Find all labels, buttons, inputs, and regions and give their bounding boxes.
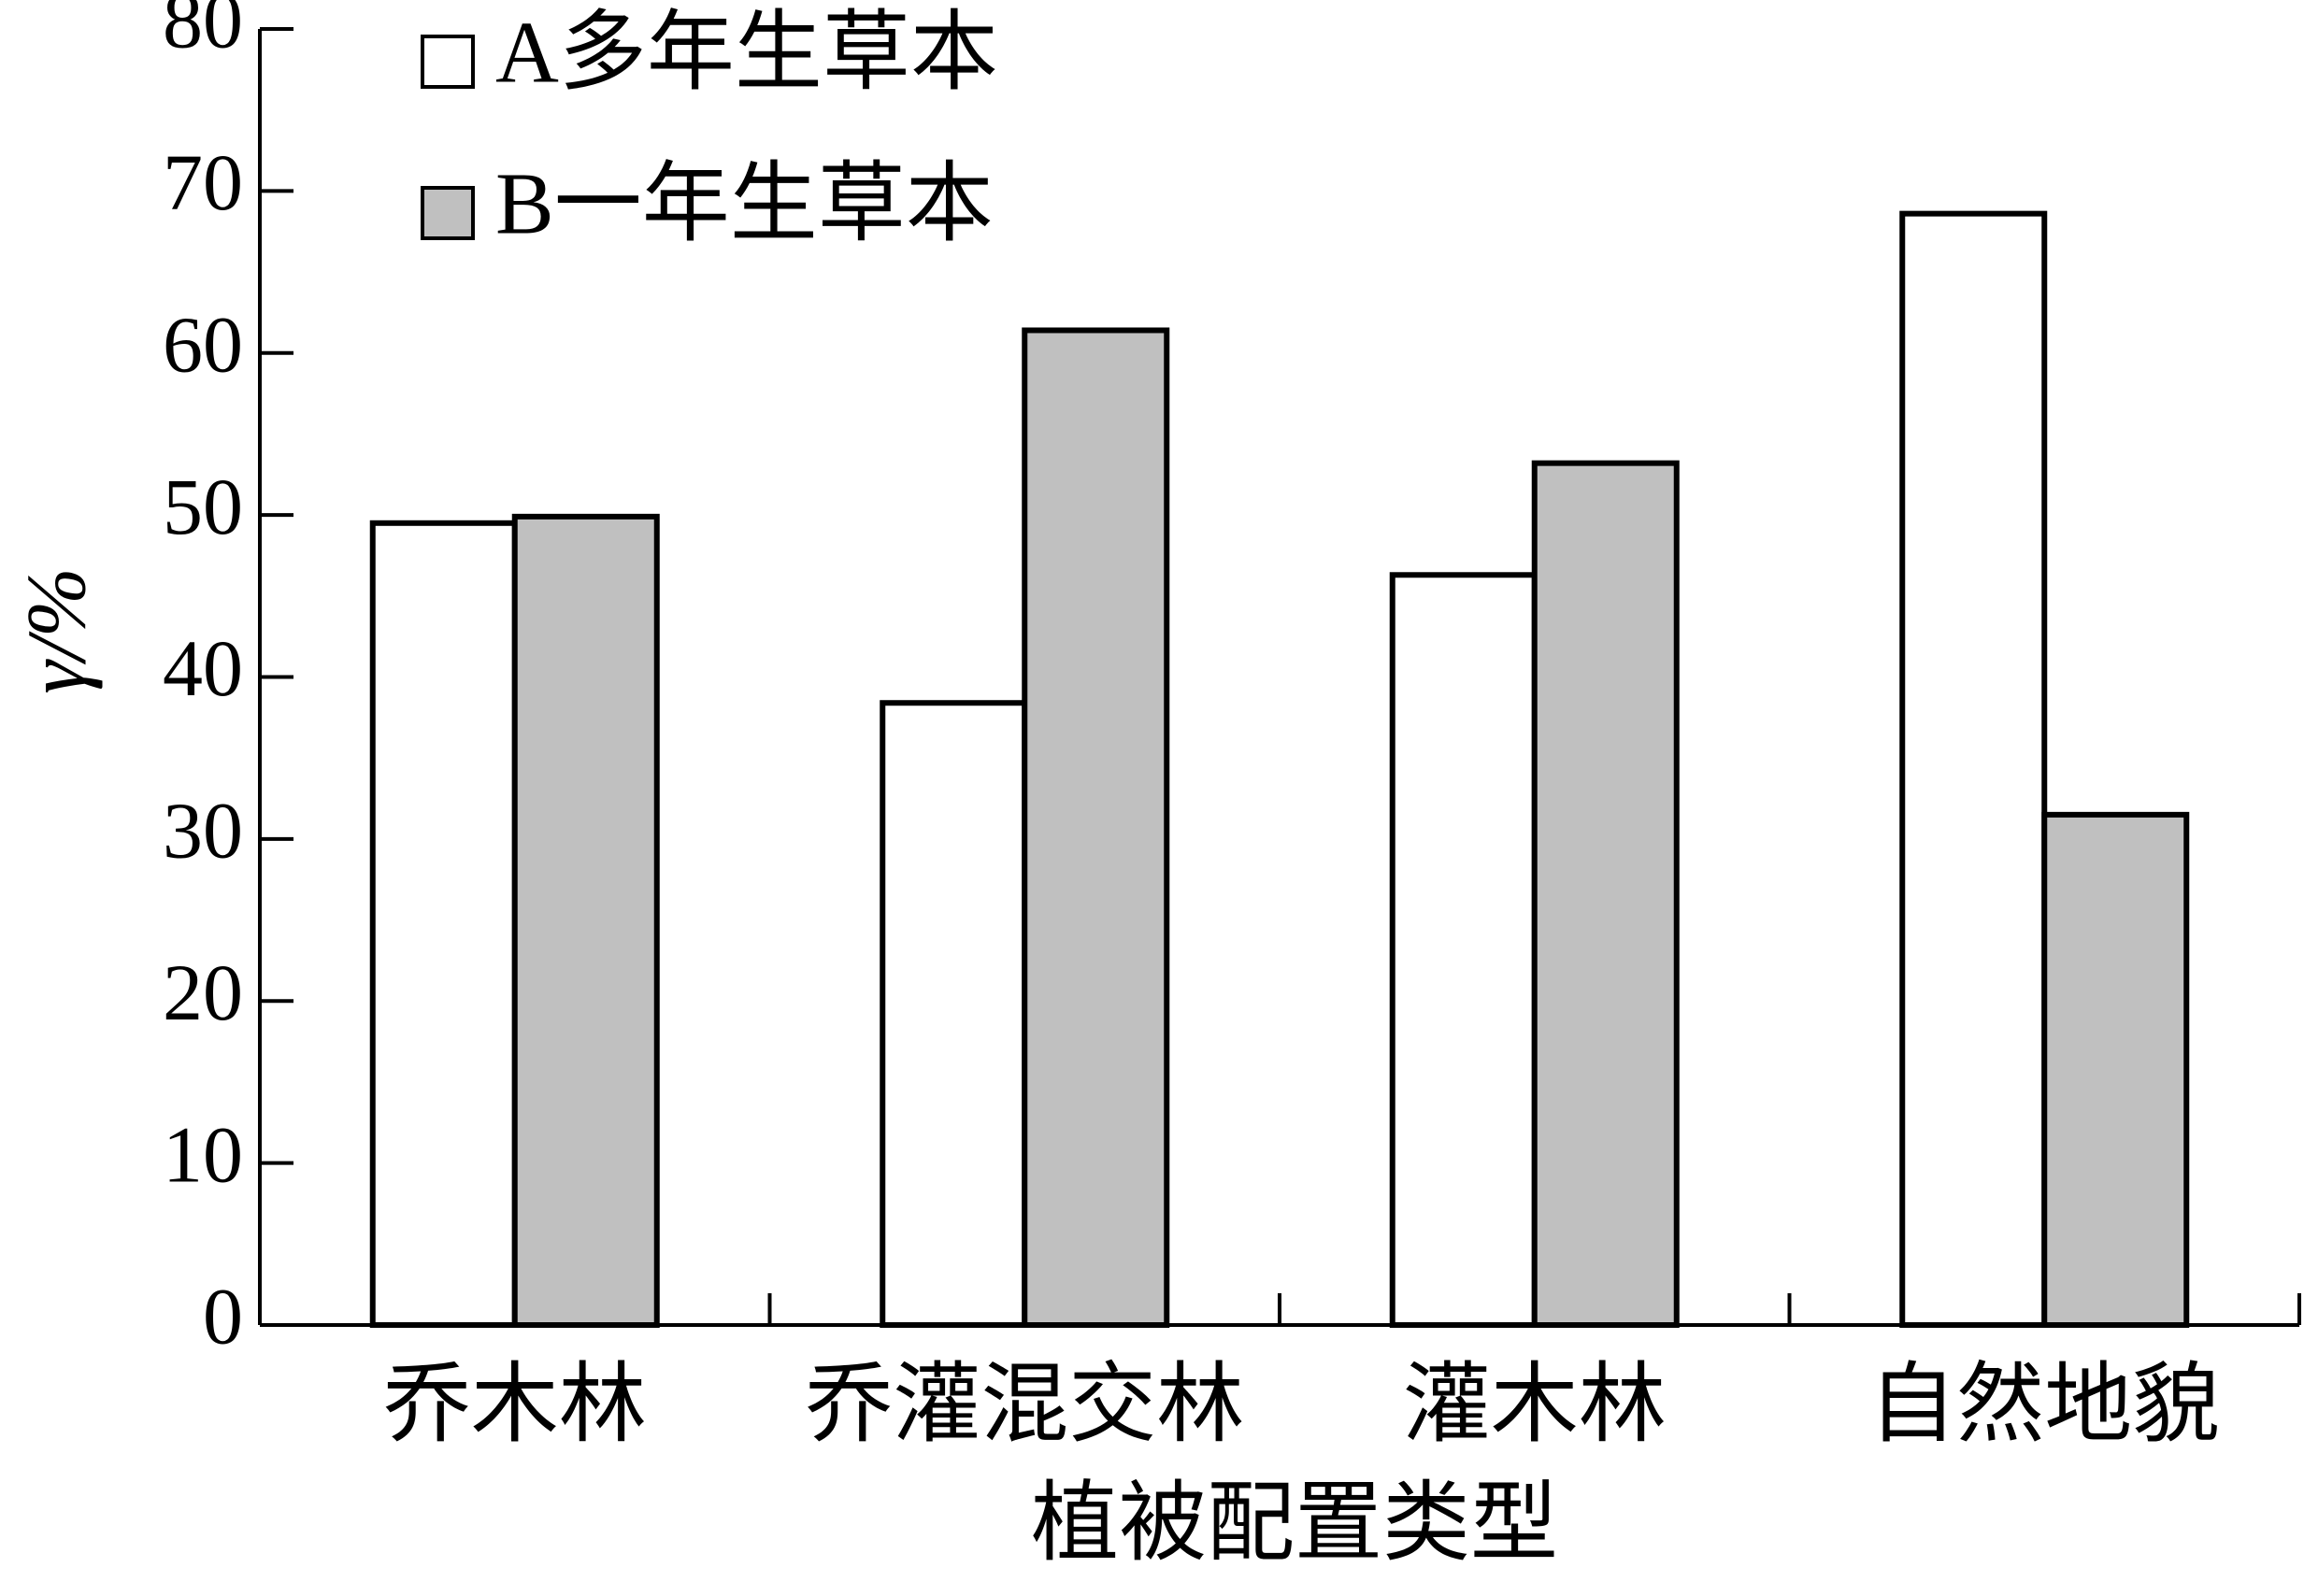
bar <box>1899 210 2048 1329</box>
y-tick-label: 80 <box>163 0 243 65</box>
y-tick-label: 40 <box>163 623 243 713</box>
bar <box>1389 572 1538 1328</box>
bar <box>1022 327 1170 1328</box>
y-tick-label: 60 <box>163 299 243 389</box>
legend-swatch <box>421 35 475 89</box>
x-axis-label: 植被配置类型 <box>1031 1475 1558 1573</box>
y-tick-label: 30 <box>163 786 243 876</box>
bar <box>2041 811 2190 1328</box>
y-axis-label: γ/% <box>11 567 104 693</box>
y-tick-label: 70 <box>163 137 243 227</box>
y-tick-label: 20 <box>163 948 243 1037</box>
bar <box>1531 460 1680 1328</box>
y-tick-label: 50 <box>163 462 243 551</box>
legend-label: B一年生草本 <box>495 156 994 253</box>
legend-swatch <box>421 186 475 240</box>
x-tick-label: 自然地貌 <box>1868 1357 2220 1454</box>
legend-label: A多年生草本 <box>495 5 998 102</box>
bar <box>369 520 518 1328</box>
bar <box>511 513 660 1328</box>
y-tick-label: 10 <box>163 1109 243 1199</box>
x-tick-label: 灌木林 <box>1403 1357 1667 1454</box>
x-tick-label: 乔灌混交林 <box>805 1357 1244 1454</box>
bar <box>880 700 1028 1328</box>
y-tick-label: 0 <box>203 1272 243 1361</box>
x-tick-label: 乔木林 <box>383 1357 647 1454</box>
